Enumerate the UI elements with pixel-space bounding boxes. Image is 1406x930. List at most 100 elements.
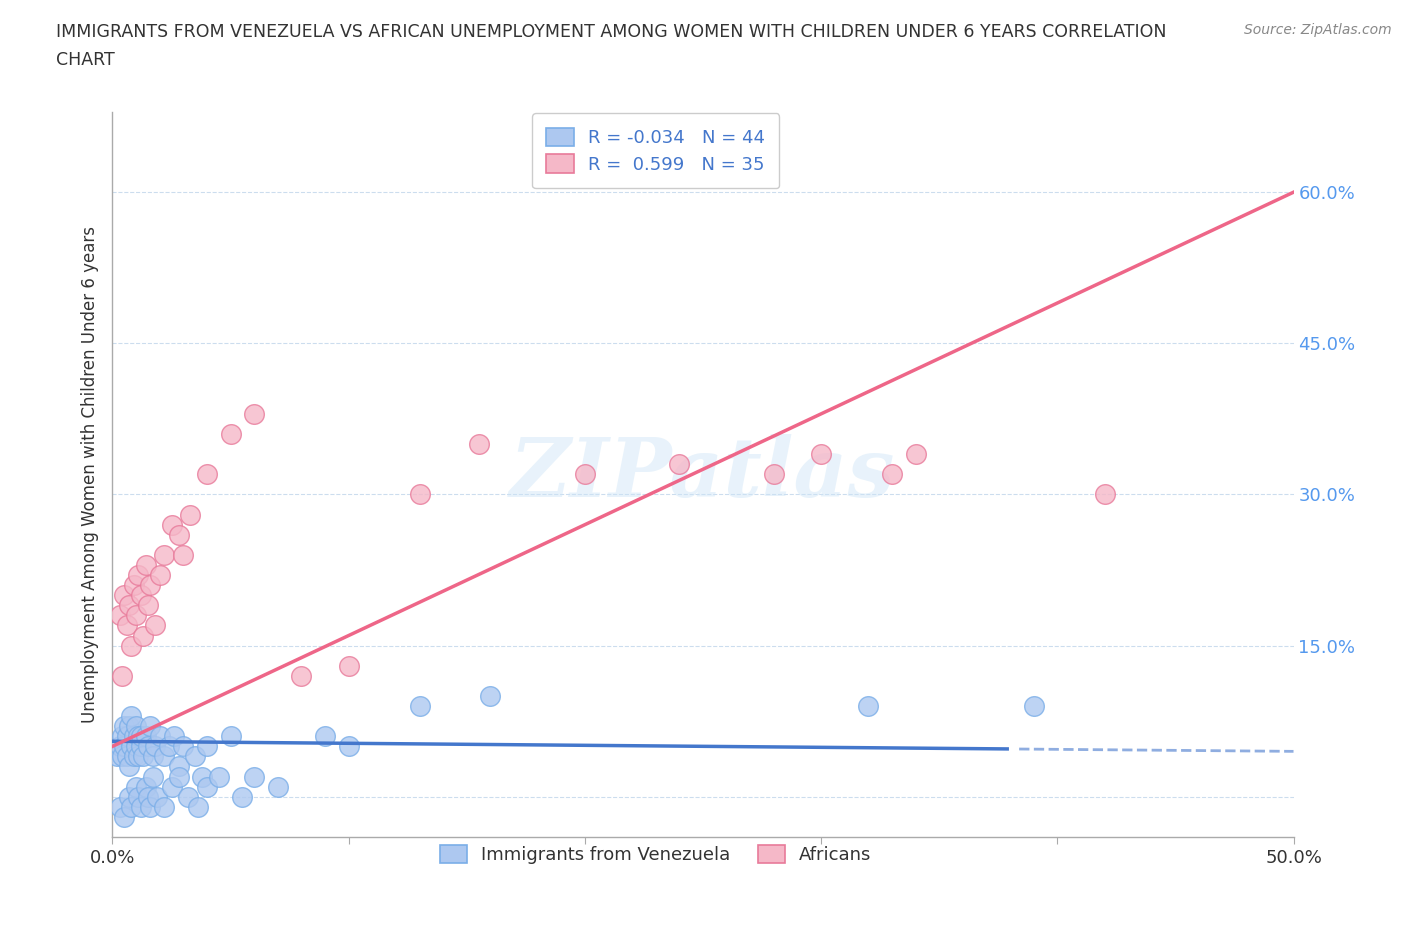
Point xyxy=(177,790,200,804)
Point xyxy=(146,790,169,804)
Point xyxy=(112,588,135,603)
Point xyxy=(810,446,832,461)
Point xyxy=(120,800,142,815)
Point xyxy=(136,738,159,753)
Point xyxy=(136,790,159,804)
Point xyxy=(139,800,162,815)
Point xyxy=(112,719,135,734)
Point xyxy=(191,769,214,784)
Point xyxy=(111,669,134,684)
Point xyxy=(135,558,157,573)
Point xyxy=(120,709,142,724)
Point xyxy=(219,729,242,744)
Point xyxy=(195,738,218,753)
Point xyxy=(142,769,165,784)
Point xyxy=(120,738,142,753)
Point xyxy=(219,427,242,442)
Point xyxy=(125,738,148,753)
Point xyxy=(904,446,927,461)
Point xyxy=(668,457,690,472)
Point xyxy=(167,527,190,542)
Point xyxy=(172,738,194,753)
Point xyxy=(118,759,141,774)
Point xyxy=(179,507,201,522)
Point xyxy=(163,729,186,744)
Y-axis label: Unemployment Among Women with Children Under 6 years: Unemployment Among Women with Children U… xyxy=(80,226,98,723)
Point xyxy=(120,638,142,653)
Point xyxy=(408,487,430,502)
Point xyxy=(153,749,176,764)
Point xyxy=(127,729,149,744)
Point xyxy=(125,608,148,623)
Text: ZIPatlas: ZIPatlas xyxy=(510,434,896,514)
Point xyxy=(122,578,145,592)
Point xyxy=(195,779,218,794)
Point xyxy=(149,729,172,744)
Text: Source: ZipAtlas.com: Source: ZipAtlas.com xyxy=(1244,23,1392,37)
Point xyxy=(136,598,159,613)
Legend: Immigrants from Venezuela, Africans: Immigrants from Venezuela, Africans xyxy=(426,830,886,879)
Point xyxy=(132,628,155,643)
Point xyxy=(157,738,180,753)
Point xyxy=(122,729,145,744)
Text: CHART: CHART xyxy=(56,51,115,69)
Point xyxy=(135,729,157,744)
Point xyxy=(143,618,166,633)
Point xyxy=(186,800,208,815)
Point xyxy=(105,749,128,764)
Point xyxy=(127,567,149,582)
Point xyxy=(172,548,194,563)
Text: IMMIGRANTS FROM VENEZUELA VS AFRICAN UNEMPLOYMENT AMONG WOMEN WITH CHILDREN UNDE: IMMIGRANTS FROM VENEZUELA VS AFRICAN UNE… xyxy=(56,23,1167,41)
Point xyxy=(267,779,290,794)
Point xyxy=(1094,487,1116,502)
Point xyxy=(337,738,360,753)
Point xyxy=(108,800,131,815)
Point xyxy=(479,688,502,703)
Point xyxy=(111,749,134,764)
Point xyxy=(129,800,152,815)
Point xyxy=(142,749,165,764)
Point xyxy=(208,769,231,784)
Point xyxy=(127,790,149,804)
Point xyxy=(108,738,131,753)
Point xyxy=(167,769,190,784)
Point xyxy=(108,608,131,623)
Point xyxy=(149,567,172,582)
Point xyxy=(132,749,155,764)
Point xyxy=(574,467,596,482)
Point xyxy=(139,578,162,592)
Point xyxy=(111,729,134,744)
Point xyxy=(139,719,162,734)
Point xyxy=(858,698,880,713)
Point xyxy=(160,779,183,794)
Point xyxy=(127,749,149,764)
Point xyxy=(243,406,266,421)
Point xyxy=(184,749,207,764)
Point xyxy=(160,517,183,532)
Point xyxy=(167,759,190,774)
Point xyxy=(125,719,148,734)
Point xyxy=(115,729,138,744)
Point xyxy=(115,749,138,764)
Point xyxy=(290,669,312,684)
Point xyxy=(408,698,430,713)
Point xyxy=(125,779,148,794)
Point xyxy=(112,809,135,824)
Point xyxy=(762,467,785,482)
Point xyxy=(112,738,135,753)
Point xyxy=(880,467,903,482)
Point xyxy=(129,588,152,603)
Point xyxy=(231,790,253,804)
Point xyxy=(337,658,360,673)
Point xyxy=(118,719,141,734)
Point xyxy=(122,749,145,764)
Point xyxy=(243,769,266,784)
Point xyxy=(143,738,166,753)
Point xyxy=(118,598,141,613)
Point xyxy=(129,729,152,744)
Point xyxy=(195,467,218,482)
Point xyxy=(153,548,176,563)
Point xyxy=(129,738,152,753)
Point xyxy=(135,779,157,794)
Point xyxy=(314,729,336,744)
